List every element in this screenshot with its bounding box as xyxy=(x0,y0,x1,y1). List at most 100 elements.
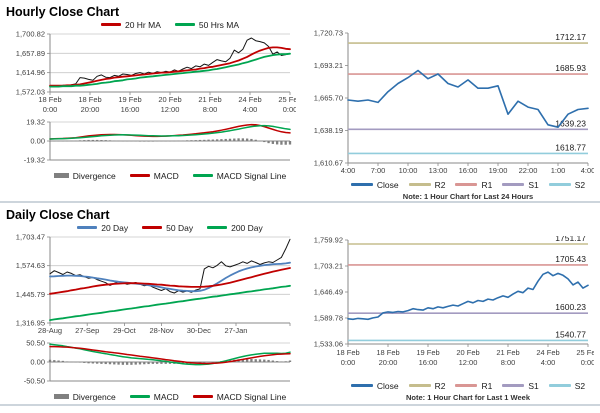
legend-label: MACD xyxy=(153,391,179,402)
svg-text:20 Feb: 20 Feb xyxy=(456,348,479,357)
horizontal-divider xyxy=(0,404,600,406)
legend-item-20-hr-ma: 20 Hr MA xyxy=(100,19,161,30)
svg-text:1705.43: 1705.43 xyxy=(555,254,586,264)
legend-swatch-line-icon xyxy=(455,183,478,186)
legend-label: Close xyxy=(376,380,399,391)
svg-text:21 Feb: 21 Feb xyxy=(198,95,221,104)
legend-item-macd-signal-line: MACD Signal Line xyxy=(192,170,287,181)
svg-text:1,657.89: 1,657.89 xyxy=(16,49,45,58)
svg-text:12:00: 12:00 xyxy=(459,358,478,367)
svg-text:16:00: 16:00 xyxy=(121,105,140,114)
legend-label: 200 Day xyxy=(231,222,263,233)
svg-text:18 Feb: 18 Feb xyxy=(336,348,359,357)
svg-text:19:00: 19:00 xyxy=(489,166,508,175)
svg-text:18 Feb: 18 Feb xyxy=(78,95,101,104)
legend-swatch-line-icon xyxy=(350,183,373,186)
hourly-chart-title: Hourly Close Chart xyxy=(6,5,120,19)
svg-text:27-Jan: 27-Jan xyxy=(225,326,248,335)
weekly-pivot-note: Note: 1 Hour Chart for Last 1 Week xyxy=(405,393,531,402)
legend-label: R2 xyxy=(434,380,446,391)
svg-text:1,700.82: 1,700.82 xyxy=(16,30,45,39)
svg-text:1,720.73: 1,720.73 xyxy=(314,29,343,38)
legend-swatch-line-icon xyxy=(77,226,98,229)
legend-label: 20 Hr MA xyxy=(124,19,161,30)
legend-label: 50 Hrs MA xyxy=(198,19,240,30)
legend-item-divergence: Divergence xyxy=(53,392,116,402)
svg-text:1,646.49: 1,646.49 xyxy=(314,288,343,297)
legend-swatch-line-icon xyxy=(142,226,163,229)
svg-text:19 Feb: 19 Feb xyxy=(416,348,439,357)
legend-item-r1: R1 xyxy=(455,180,492,190)
svg-text:4:00: 4:00 xyxy=(581,166,594,175)
svg-text:19 Feb: 19 Feb xyxy=(118,95,141,104)
hourly-pivot-chart: 1,610.67 1,638.19 1,665.70 1,693.21 1,720.73… xyxy=(314,29,594,176)
legend-label: Close xyxy=(376,179,399,190)
svg-text:13:00: 13:00 xyxy=(429,166,448,175)
legend-label: S2 xyxy=(574,179,586,190)
legend-swatch-bar-icon xyxy=(53,394,69,399)
legend-label: MACD Signal Line xyxy=(216,170,287,181)
legend-item-r1: R1 xyxy=(455,381,492,391)
svg-text:1685.93: 1685.93 xyxy=(555,63,586,73)
legend-swatch-line-icon xyxy=(502,183,525,186)
svg-text:1,703.47: 1,703.47 xyxy=(16,233,45,242)
legend-swatch-line-icon xyxy=(129,395,150,398)
svg-text:20:00: 20:00 xyxy=(379,358,398,367)
svg-text:4:00: 4:00 xyxy=(341,166,356,175)
legend-label: R1 xyxy=(481,380,493,391)
svg-text:19.32: 19.32 xyxy=(26,118,45,127)
svg-text:1639.23: 1639.23 xyxy=(555,118,586,128)
legend-label: S1 xyxy=(528,179,539,190)
svg-text:22:00: 22:00 xyxy=(519,166,538,175)
svg-text:1600.23: 1600.23 xyxy=(555,302,586,312)
svg-text:4:00: 4:00 xyxy=(541,358,556,367)
weekly-pivot-legend: Close R2 R1 S1 S2 xyxy=(348,380,588,391)
svg-text:0:00: 0:00 xyxy=(341,358,356,367)
legend-label: Divergence xyxy=(72,170,116,181)
legend-label: 20 Day xyxy=(101,222,129,233)
daily-chart-title: Daily Close Chart xyxy=(6,208,110,222)
svg-text:1,589.78: 1,589.78 xyxy=(314,313,343,322)
svg-text:0:00: 0:00 xyxy=(283,105,296,114)
legend-swatch-line-icon xyxy=(174,23,195,26)
svg-text:1,445.79: 1,445.79 xyxy=(16,290,45,299)
svg-text:0:00: 0:00 xyxy=(581,358,594,367)
svg-text:18 Feb: 18 Feb xyxy=(376,348,399,357)
daily-macd-legend: Divergence MACD MACD Signal Line xyxy=(50,391,290,402)
svg-text:20:00: 20:00 xyxy=(81,105,100,114)
svg-text:7:00: 7:00 xyxy=(371,166,386,175)
legend-item-macd: MACD xyxy=(129,391,179,402)
svg-text:8:00: 8:00 xyxy=(203,105,218,114)
legend-label: S2 xyxy=(574,380,586,391)
hourly-ma-legend: 20 Hr MA 50 Hrs MA xyxy=(50,19,290,30)
hourly-pivot-note: Note: 1 Hour Chart for Last 24 Hours xyxy=(402,192,534,201)
legend-swatch-line-icon xyxy=(408,384,431,387)
svg-text:1:00: 1:00 xyxy=(551,166,566,175)
svg-text:1751.17: 1751.17 xyxy=(555,236,586,243)
legend-item-r2: R2 xyxy=(408,180,445,190)
legend-label: 50 Day xyxy=(166,222,194,233)
legend-swatch-line-icon xyxy=(192,395,213,398)
svg-text:16:00: 16:00 xyxy=(459,166,478,175)
svg-text:1618.77: 1618.77 xyxy=(555,142,586,152)
svg-text:18 Feb: 18 Feb xyxy=(38,95,61,104)
legend-item-macd-signal-line: MACD Signal Line xyxy=(192,392,286,402)
legend-swatch-line-icon xyxy=(192,174,213,177)
legend-swatch-line-icon xyxy=(408,183,431,186)
svg-text:24 Feb: 24 Feb xyxy=(238,95,261,104)
svg-text:29-Oct: 29-Oct xyxy=(113,326,136,335)
svg-text:0.00: 0.00 xyxy=(30,137,45,146)
svg-text:1,533.06: 1,533.06 xyxy=(314,340,343,349)
legend-item-s1: S1 xyxy=(502,380,539,391)
legend-swatch-bar-icon xyxy=(53,173,69,178)
hourly-macd-legend: Divergence MACD MACD Signal Line xyxy=(50,170,290,181)
legend-item-50-hrs-ma: 50 Hrs MA xyxy=(174,19,240,30)
legend-item-s1: S1 xyxy=(502,179,539,190)
svg-text:28-Nov: 28-Nov xyxy=(150,326,174,335)
legend-item-macd: MACD xyxy=(129,171,179,181)
svg-text:1,610.67: 1,610.67 xyxy=(314,159,343,168)
legend-swatch-line-icon xyxy=(502,384,525,387)
legend-label: S1 xyxy=(528,380,539,391)
